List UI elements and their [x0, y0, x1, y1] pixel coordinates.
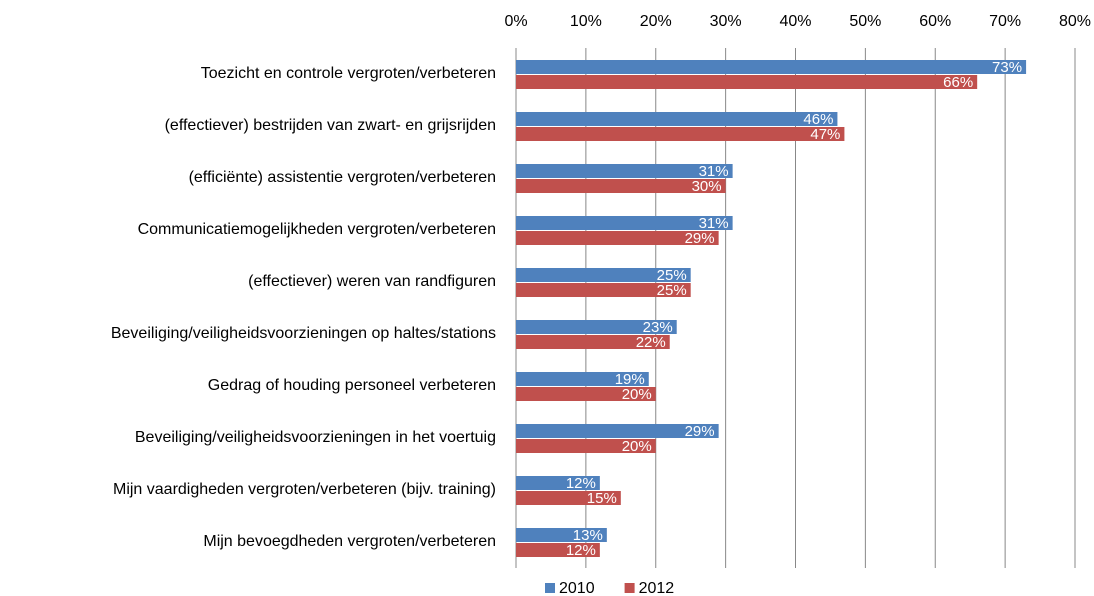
- bar: [516, 216, 733, 230]
- value-label: 12%: [566, 542, 596, 559]
- y-tick-label: Beveiliging/veiligheidsvoorzieningen op …: [111, 325, 496, 342]
- y-tick-label: Mijn bevoegdheden vergroten/verbeteren: [203, 533, 496, 550]
- bar: [516, 127, 845, 141]
- bar: [516, 491, 621, 505]
- value-label: 25%: [657, 282, 687, 299]
- bar: [516, 439, 656, 453]
- x-tick-label: 30%: [710, 13, 742, 30]
- value-label: 47%: [810, 126, 840, 143]
- value-label: 30%: [692, 178, 722, 195]
- value-label: 23%: [643, 319, 673, 336]
- bar: [516, 164, 733, 178]
- bar: [516, 372, 649, 386]
- bar: [516, 476, 600, 490]
- bar: [516, 268, 691, 282]
- value-label: 19%: [615, 371, 645, 388]
- value-label: 13%: [573, 527, 603, 544]
- bar: [516, 179, 726, 193]
- bar: [516, 543, 600, 557]
- x-tick-label: 40%: [779, 13, 811, 30]
- value-label: 66%: [943, 74, 973, 91]
- value-label: 31%: [699, 215, 729, 232]
- y-tick-label: Toezicht en controle vergroten/verbetere…: [201, 65, 496, 82]
- value-label: 25%: [657, 267, 687, 284]
- value-label: 46%: [803, 111, 833, 128]
- x-tick-label: 0%: [504, 13, 527, 30]
- y-tick-label: (efficiënte) assistentie vergroten/verbe…: [189, 169, 496, 186]
- y-tick-label: Mijn vaardigheden vergroten/verbeteren (…: [113, 481, 496, 498]
- x-tick-label: 70%: [989, 13, 1021, 30]
- bar: [516, 75, 978, 89]
- value-label: 22%: [636, 334, 666, 351]
- y-tick-label: Beveiliging/veiligheidsvoorzieningen in …: [135, 429, 496, 446]
- value-label: 20%: [622, 438, 652, 455]
- y-tick-label: (effectiever) weren van randfiguren: [248, 273, 496, 290]
- value-label: 20%: [622, 386, 652, 403]
- bar: [516, 112, 838, 126]
- bar: [516, 387, 656, 401]
- bar: [516, 528, 607, 542]
- y-tick-label: Communicatiemogelijkheden vergroten/verb…: [138, 221, 496, 238]
- value-label: 73%: [992, 59, 1022, 76]
- y-tick-label: Gedrag of houding personeel verbeteren: [208, 377, 496, 394]
- x-tick-label: 60%: [919, 13, 951, 30]
- bar: [516, 424, 719, 438]
- legend-label: 2010: [559, 580, 595, 596]
- y-tick-label: (effectiever) bestrijden van zwart- en g…: [165, 117, 496, 134]
- bar: [516, 283, 691, 297]
- value-label: 15%: [587, 490, 617, 507]
- legend-swatch: [624, 583, 635, 593]
- bar: [516, 320, 677, 334]
- value-label: 31%: [699, 163, 729, 180]
- legend-swatch: [545, 583, 555, 593]
- bar: [516, 60, 1027, 74]
- x-tick-label: 80%: [1059, 13, 1091, 30]
- bar: [516, 231, 719, 245]
- value-label: 12%: [566, 475, 596, 492]
- value-label: 29%: [685, 230, 715, 247]
- legend-label: 2012: [639, 580, 675, 596]
- x-tick-label: 50%: [849, 13, 881, 30]
- x-tick-label: 10%: [570, 13, 602, 30]
- x-tick-label: 20%: [640, 13, 672, 30]
- value-label: 29%: [685, 423, 715, 440]
- bar: [516, 335, 670, 349]
